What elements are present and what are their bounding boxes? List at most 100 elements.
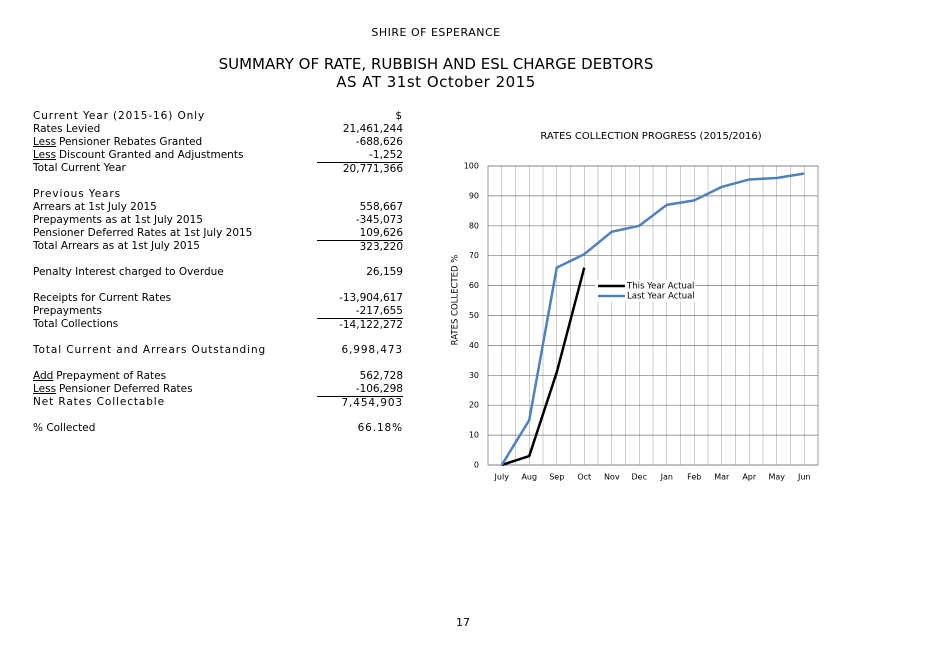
chart-title: RATES COLLECTION PROGRESS (2015/2016) — [540, 131, 761, 142]
row-label: Net Rates Collectable — [33, 396, 165, 408]
table-row: Total Collections -14,122,272 — [33, 318, 403, 331]
spacer — [33, 253, 403, 266]
row-label: Prepayments — [33, 305, 102, 317]
row-label: Total Arrears as at 1st July 2015 — [33, 240, 200, 252]
table-row: Rates Levied 21,461,244 — [33, 123, 403, 136]
row-label-text: Receipts for Current Rates — [33, 292, 172, 304]
spacer — [33, 409, 403, 422]
row-label-text: Pensioner Deferred Rates at 1st July 201… — [33, 227, 253, 239]
table-row: Prepayments as at 1st July 2015 -345,073 — [33, 214, 403, 227]
row-value: 21,461,244 — [342, 123, 403, 135]
row-label: Arrears at 1st July 2015 — [33, 201, 157, 213]
title: SUMMARY OF RATE, RUBBISH AND ESL CHARGE … — [218, 55, 654, 73]
spacer — [33, 331, 403, 344]
x-tick-label: May — [768, 473, 785, 482]
y-tick-label: 20 — [469, 401, 479, 410]
row-label-text: % Collected — [33, 422, 96, 434]
spacer — [33, 279, 403, 292]
row-value: 26,159 — [366, 266, 403, 278]
row-label: Add Prepayment of Rates — [33, 370, 166, 382]
row-value: -1,252 — [369, 149, 403, 161]
row-label: Pensioner Deferred Rates at 1st July 201… — [33, 227, 252, 239]
row-label: Rates Levied — [33, 123, 100, 135]
row-value: 20,771,366 — [317, 162, 403, 175]
row-prefix: Less — [33, 149, 57, 161]
row-label: Less Pensioner Rebates Granted — [33, 136, 202, 148]
table-row: Arrears at 1st July 2015 558,667 — [33, 201, 403, 214]
y-tick-label: 30 — [469, 371, 479, 380]
x-tick-label: Sep — [549, 473, 564, 482]
row-value: -13,904,617 — [339, 292, 403, 304]
series-line — [500, 172, 805, 466]
x-tick-label: Feb — [687, 473, 701, 482]
table-row: Penalty Interest charged to Overdue 26,15… — [33, 266, 403, 279]
row-label-text: Prepayment of Rates — [56, 370, 167, 382]
row-label-text: Total Collections — [33, 318, 119, 330]
table-row: Current Year (2015-16) Only $ — [33, 110, 403, 123]
row-label: Less Pensioner Deferred Rates — [33, 383, 193, 395]
table-row: Less Discount Granted and Adjustments -1,2… — [33, 149, 403, 162]
y-tick-label: 90 — [469, 191, 479, 200]
table-row: Previous Years — [33, 188, 403, 201]
y-tick-label: 70 — [469, 251, 479, 260]
row-label-text: Discount Granted and Adjustments — [59, 149, 244, 161]
row-label: Penalty Interest charged to Overdue — [33, 266, 224, 278]
table-row: Add Prepayment of Rates 562,728 — [33, 370, 403, 383]
row-value: 109,626 — [359, 227, 403, 239]
row-label: Less Discount Granted and Adjustments — [33, 149, 243, 161]
row-value: 562,728 — [359, 370, 403, 382]
row-label-text: Total Arrears as at 1st July 2015 — [33, 240, 200, 252]
row-value: 66.18% — [357, 422, 403, 434]
x-tick-label: Oct — [577, 473, 591, 482]
row-value: -106,298 — [355, 383, 403, 395]
row-label: Total Collections — [33, 318, 118, 330]
row-value: -345,073 — [355, 214, 403, 226]
row-label-text: Previous Years — [33, 188, 122, 200]
row-value: $ — [395, 110, 403, 122]
y-tick-label: 60 — [469, 281, 479, 290]
row-label-text: Arrears at 1st July 2015 — [33, 201, 157, 213]
series-line — [501, 267, 586, 467]
row-label-text: Pensioner Deferred Rates — [59, 383, 193, 395]
x-tick-label: Jan — [660, 473, 673, 482]
table-row: Prepayments -217,655 — [33, 305, 403, 318]
table-row: Net Rates Collectable 7,454,903 — [33, 396, 403, 409]
table-row: % Collected 66.18% — [33, 422, 403, 435]
row-label-text: Prepayments as at 1st July 2015 — [33, 214, 203, 226]
row-label: Total Current and Arrears Outstanding — [33, 344, 266, 356]
row-label-text: Current Year (2015-16) Only — [33, 110, 206, 122]
summary-table: Current Year (2015-16) Only $ Rates Levied… — [33, 110, 403, 435]
row-label: Prepayments as at 1st July 2015 — [33, 214, 203, 226]
row-value: 6,998,473 — [341, 344, 403, 356]
row-value: -688,626 — [355, 136, 403, 148]
x-tick-label: Dec — [632, 473, 647, 482]
row-value: 323,220 — [317, 240, 403, 253]
row-label-text: Net Rates Collectable — [33, 396, 165, 408]
page-number: 17 — [456, 616, 470, 629]
spacer — [33, 175, 403, 188]
row-value: -217,655 — [355, 305, 403, 317]
y-tick-label: 80 — [469, 221, 479, 230]
row-value: 7,454,903 — [317, 396, 403, 409]
chart: RATES COLLECTION PROGRESS (2015/2016) RA… — [451, 131, 819, 482]
row-value: -14,122,272 — [317, 318, 403, 331]
row-label-text: Penalty Interest charged to Overdue — [33, 266, 224, 278]
y-tick-label: 10 — [469, 431, 479, 440]
row-label: Receipts for Current Rates — [33, 292, 171, 304]
row-label: % Collected — [33, 422, 95, 434]
y-axis-label: RATES COLLECTED % — [451, 255, 461, 346]
table-row: Total Current Year 20,771,366 — [33, 162, 403, 175]
y-tick-label: 50 — [469, 311, 479, 320]
table-row: Pensioner Deferred Rates at 1st July 201… — [33, 227, 403, 240]
x-tick-label: July — [494, 473, 510, 482]
x-tick-label: Jun — [797, 473, 811, 482]
table-row: Total Current and Arrears Outstanding 6,9… — [33, 344, 403, 357]
x-tick-label: Mar — [714, 473, 730, 482]
table-row: Total Arrears as at 1st July 2015 323,220 — [33, 240, 403, 253]
row-label-text: Rates Levied — [33, 123, 101, 135]
x-tick-label: Nov — [604, 473, 620, 482]
table-row: Less Pensioner Rebates Granted -688,626 — [33, 136, 403, 149]
legend-label: Last Year Actual — [627, 292, 695, 302]
table-row: Less Pensioner Deferred Rates -106,298 — [33, 383, 403, 396]
